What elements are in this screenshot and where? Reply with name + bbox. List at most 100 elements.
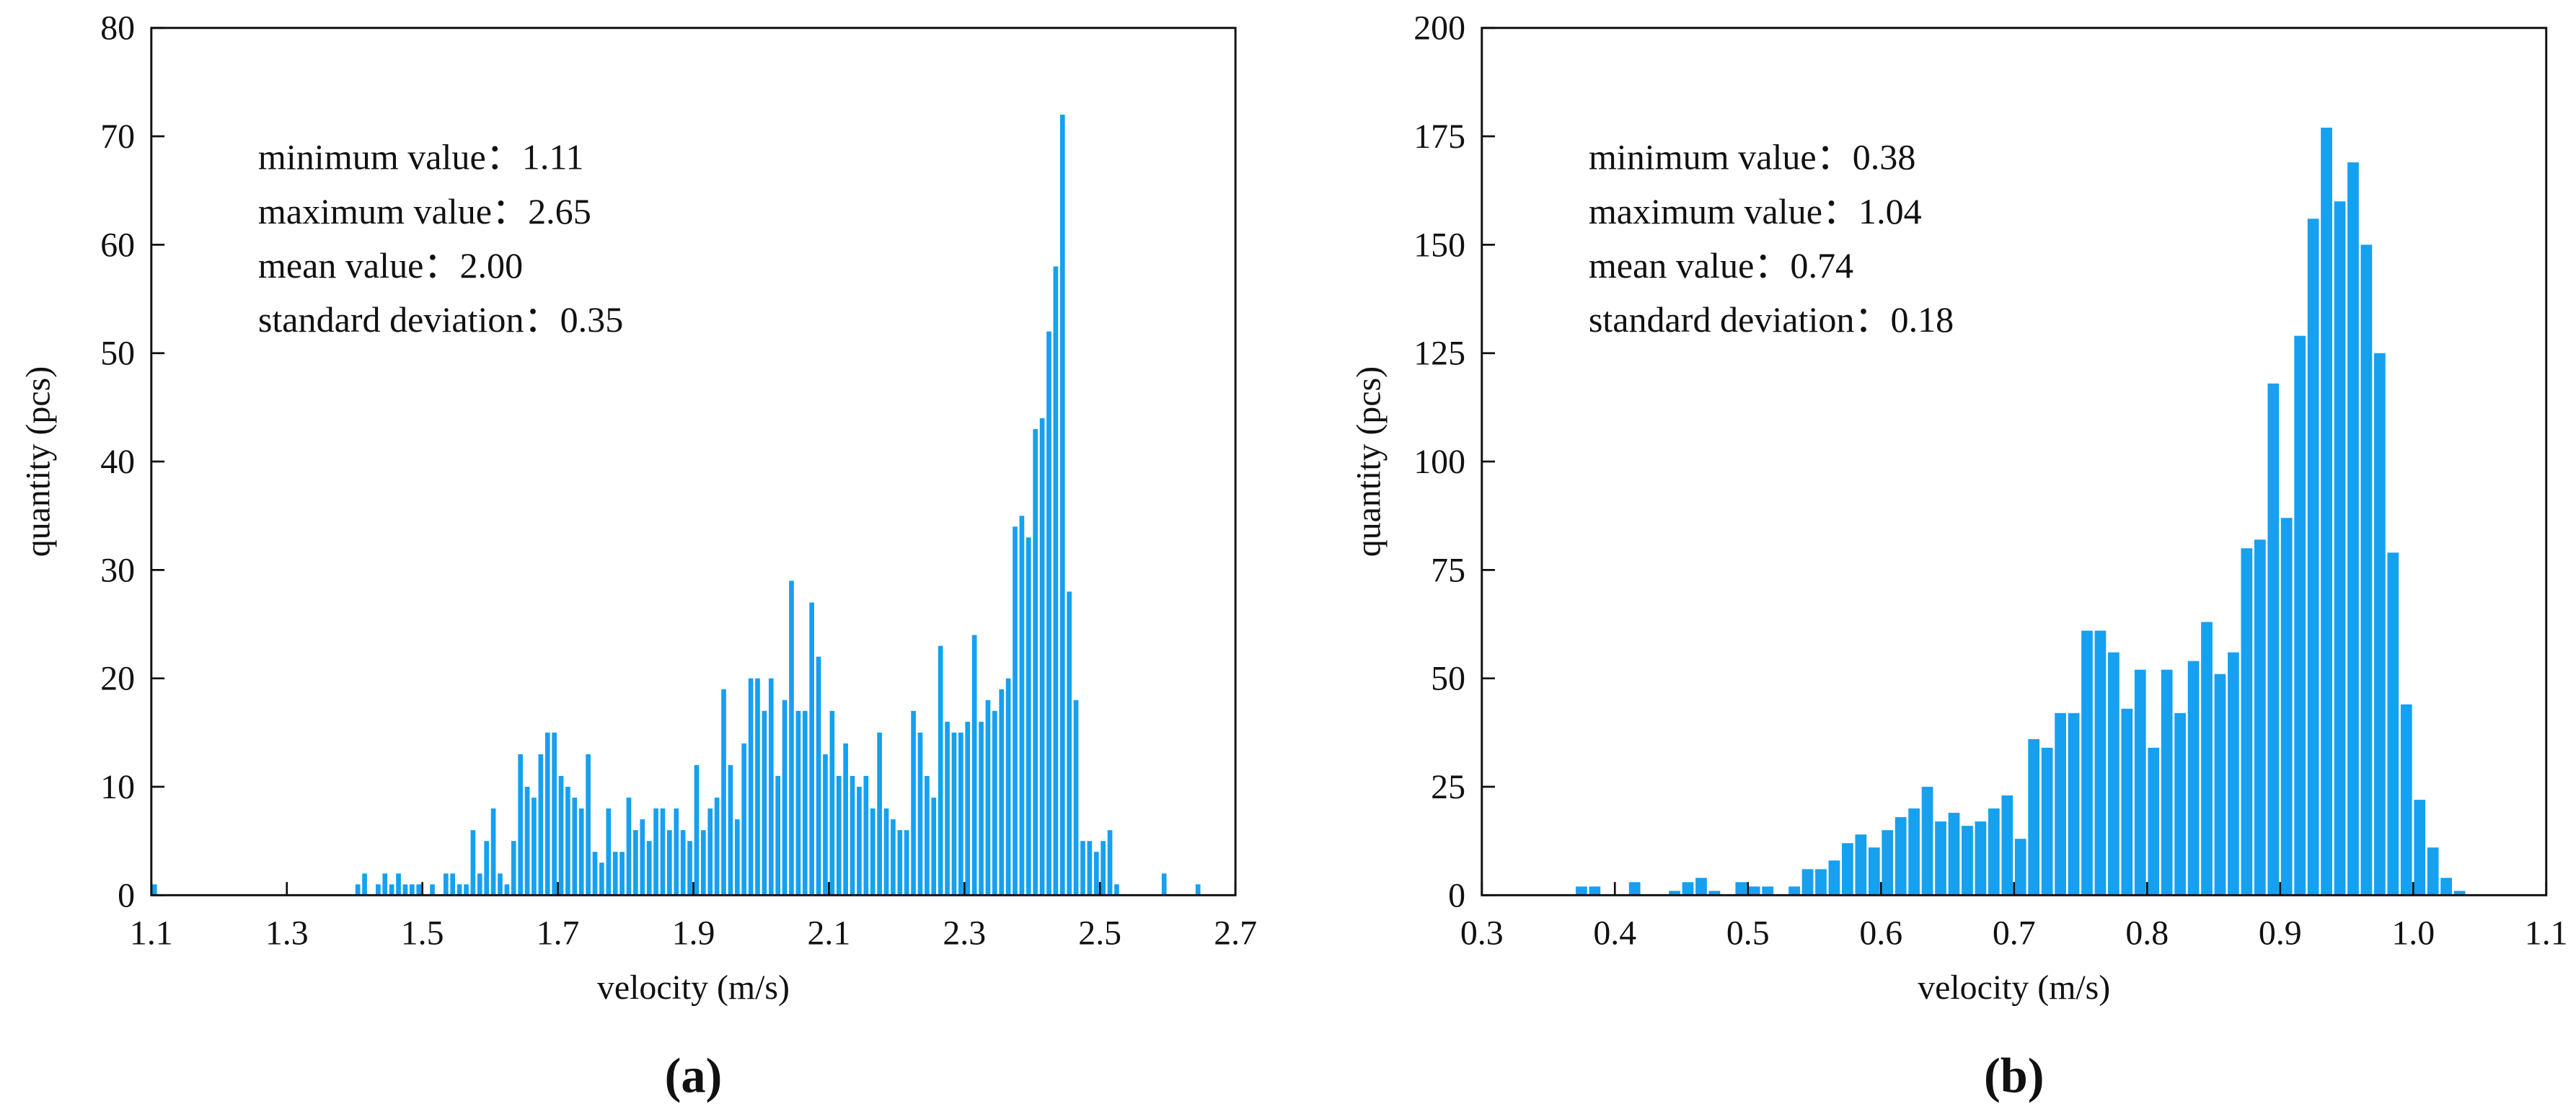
bar	[2254, 539, 2266, 896]
bar	[1695, 878, 1707, 896]
bar	[1735, 882, 1747, 896]
bar	[558, 775, 564, 896]
bar	[829, 710, 835, 896]
bar	[1669, 891, 1680, 896]
y-tick-label: 50	[100, 335, 135, 373]
bar	[1868, 847, 1880, 896]
bar	[2307, 219, 2319, 896]
bar	[857, 787, 862, 896]
bar	[599, 862, 604, 896]
bar	[1039, 418, 1045, 896]
bar	[572, 798, 578, 896]
bar	[755, 678, 760, 896]
bar	[2201, 622, 2213, 896]
annotation: mean value：2.00	[258, 245, 523, 286]
bar	[762, 710, 767, 896]
x-tick-label: 1.3	[265, 914, 309, 953]
y-tick-label: 25	[1431, 768, 1465, 806]
bar	[1019, 516, 1025, 896]
bar	[2121, 708, 2133, 896]
bar	[734, 819, 740, 896]
bar	[1988, 808, 2000, 896]
bar	[992, 710, 997, 896]
bar	[2267, 383, 2280, 896]
bar	[151, 884, 157, 896]
bar	[816, 656, 821, 896]
bar	[1100, 841, 1106, 896]
bar	[606, 808, 612, 896]
bar	[1708, 891, 1721, 896]
bar	[2334, 201, 2346, 896]
bar	[748, 678, 754, 896]
y-tick-label: 200	[1413, 9, 1465, 48]
x-tick-label: 0.4	[1593, 914, 1636, 953]
bar	[2347, 162, 2359, 896]
bar	[721, 689, 726, 896]
x-tick-label: 1.7	[537, 914, 580, 953]
bar	[552, 732, 557, 896]
bar	[1801, 869, 1814, 896]
bar	[2241, 548, 2253, 896]
bar	[1589, 886, 1601, 896]
bar	[863, 775, 869, 896]
bar	[1005, 678, 1011, 896]
bar	[2360, 244, 2373, 896]
bar	[701, 830, 706, 896]
bar	[498, 873, 503, 896]
bar	[511, 841, 516, 896]
bar	[633, 830, 638, 896]
bar	[490, 808, 496, 896]
x-axis-title: velocity (m/s)	[597, 968, 790, 1007]
x-tick-label: 0.8	[2125, 914, 2169, 953]
bar	[1762, 886, 1774, 896]
bar	[592, 852, 598, 896]
bar	[410, 884, 415, 896]
x-axis-title: velocity (m/s)	[1918, 968, 2110, 1007]
bar	[1195, 884, 1201, 896]
bar	[979, 721, 984, 896]
annotation: mean value：0.74	[1589, 245, 1853, 286]
bar	[680, 830, 686, 896]
bar	[1935, 821, 1946, 896]
y-tick-label: 30	[100, 551, 135, 589]
bar	[619, 852, 625, 896]
bar	[477, 873, 482, 896]
x-tick-label: 2.5	[1078, 914, 1121, 953]
annotation: maximum value：2.65	[258, 191, 591, 231]
bar	[2001, 795, 2013, 896]
bar	[843, 743, 848, 896]
bar	[1962, 826, 1973, 896]
bar	[2108, 652, 2120, 896]
x-tick-label: 2.1	[807, 914, 850, 953]
bar	[531, 798, 537, 896]
x-tick-label: 1.9	[672, 914, 715, 953]
bar	[870, 808, 875, 896]
bar	[789, 581, 794, 896]
bar	[2174, 712, 2186, 896]
bar	[1067, 591, 1072, 896]
x-tick-label: 2.3	[943, 914, 986, 953]
bar	[883, 808, 889, 896]
bar	[355, 884, 361, 896]
bar	[544, 732, 550, 896]
y-tick-label: 70	[100, 118, 135, 156]
bar	[2028, 738, 2040, 896]
bar	[470, 830, 476, 896]
bar	[802, 710, 808, 896]
bar	[1080, 841, 1085, 896]
bar	[376, 884, 381, 896]
bar	[2014, 839, 2026, 896]
x-tick-label: 0.5	[1726, 914, 1770, 953]
x-tick-label: 0.6	[1859, 914, 1902, 953]
bar	[850, 775, 855, 896]
bar	[2440, 878, 2452, 896]
bar	[2228, 652, 2239, 896]
bar	[897, 830, 903, 896]
x-tick-label: 1.0	[2391, 914, 2435, 953]
y-tick-label: 150	[1413, 226, 1465, 264]
bar	[1161, 873, 1167, 896]
bar	[1107, 830, 1113, 896]
bar	[660, 808, 666, 896]
bar	[809, 602, 814, 896]
x-tick-label: 0.3	[1460, 914, 1504, 953]
